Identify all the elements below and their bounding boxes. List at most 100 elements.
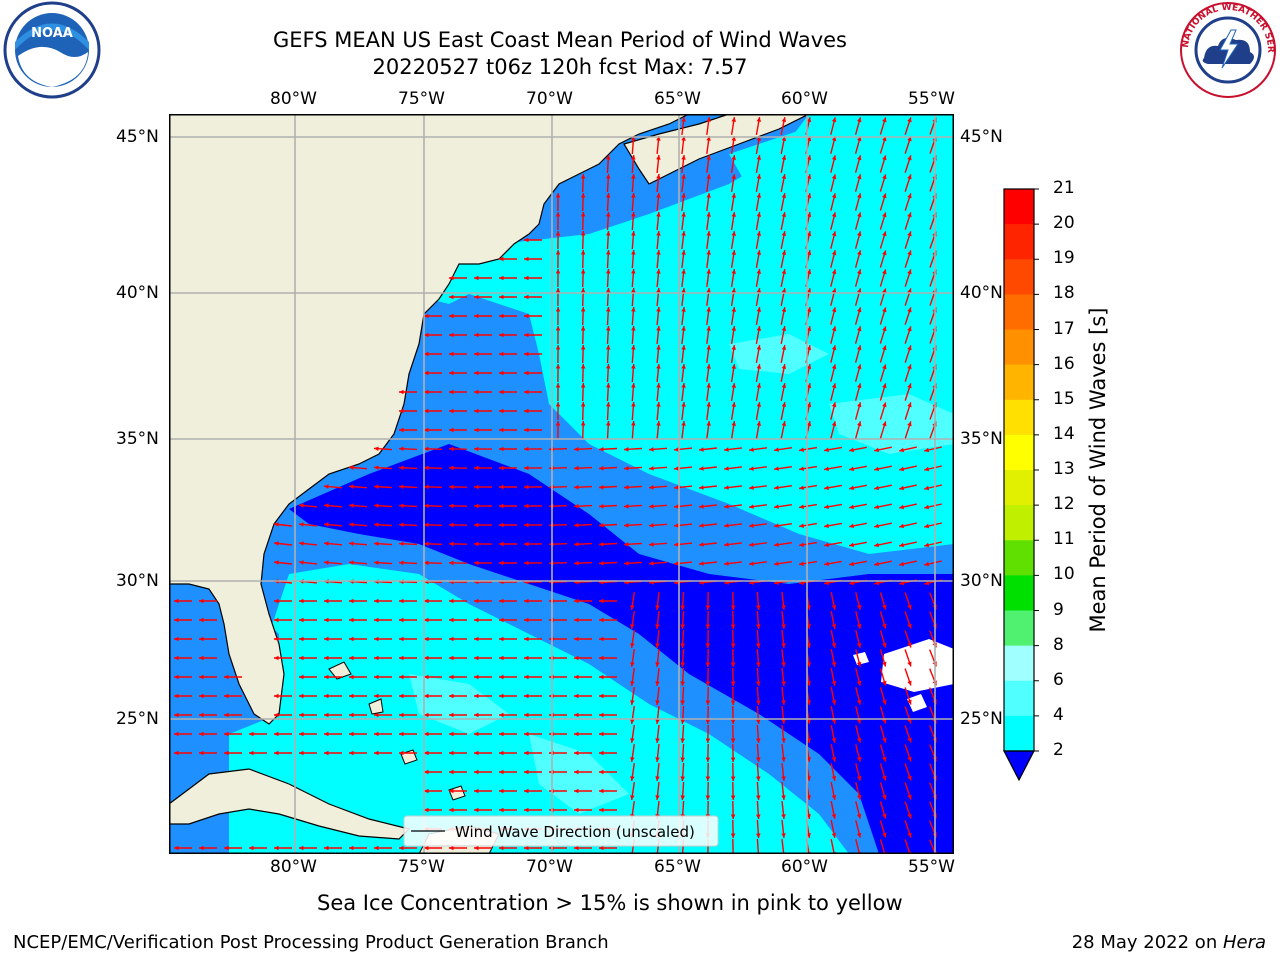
wind-arrow-head: [799, 523, 804, 528]
wind-arrow-head: [524, 256, 529, 262]
wind-arrow-head: [781, 288, 787, 293]
wind-arrow-head: [524, 503, 529, 509]
wind-arrow-head: [655, 643, 660, 648]
wind-arrow-head: [749, 504, 754, 509]
wind-arrow-head: [756, 700, 761, 705]
wind-arrow-head: [649, 485, 654, 490]
wind-arrow-head: [249, 845, 254, 851]
wind-arrow-head: [907, 775, 912, 781]
wind-arrow-head: [399, 503, 404, 508]
wind-arrow-head: [681, 212, 686, 217]
wind-arrow-head: [199, 712, 204, 718]
footer-branch: NCEP/EMC/Verification Post Processing Pr…: [13, 932, 609, 953]
wind-arrow-head: [424, 370, 429, 376]
wind-arrow-head: [882, 775, 887, 781]
wind-arrow-head: [324, 541, 329, 546]
wind-arrow-head: [249, 750, 254, 756]
wind-arrow-head: [524, 712, 529, 718]
wind-arrow-head: [374, 598, 379, 604]
wind-arrow-head: [299, 712, 304, 718]
wind-arrow-head: [630, 719, 635, 724]
wind-arrow-head: [606, 345, 611, 350]
wind-arrow-head: [599, 712, 604, 718]
wind-arrow-head: [731, 117, 736, 122]
wind-arrow-head: [499, 788, 504, 794]
wind-arrow-head: [424, 598, 429, 604]
wind-arrow-head: [449, 788, 454, 794]
colorbar-tick-label: 11: [1053, 529, 1075, 550]
wind-arrow-head: [349, 560, 354, 565]
lat-label-right-45n: 45°N: [960, 127, 1003, 147]
wind-arrow-head: [756, 681, 761, 686]
wind-arrow-head: [681, 288, 686, 293]
wind-arrow-head: [882, 155, 887, 161]
wind-arrow-head: [349, 484, 354, 489]
wind-arrow-head: [781, 681, 786, 686]
wind-arrow-head: [524, 370, 529, 376]
wind-arrow-head: [907, 231, 912, 237]
wind-arrow-head: [399, 465, 404, 470]
wind-arrow-head: [799, 542, 804, 547]
wind-arrow-head: [681, 193, 686, 198]
land-bahamas: [328, 661, 466, 801]
wind-arrow-head: [907, 383, 912, 389]
wind-arrow-head: [224, 674, 229, 680]
wind-arrow-head: [606, 383, 611, 388]
wind-arrow-head: [474, 275, 479, 281]
wind-arrow-head: [849, 447, 854, 453]
wind-arrow-head: [649, 504, 654, 509]
wind-arrow-head: [630, 662, 635, 667]
wind-arrow-head: [656, 250, 661, 255]
wind-arrow-head: [799, 485, 804, 490]
wind-arrow-head: [299, 598, 304, 604]
wind-arrow-head: [174, 655, 179, 661]
wind-arrow-head: [655, 700, 660, 705]
wind-arrow-head: [449, 712, 454, 718]
lat-label-right-30n: 30°N: [960, 571, 1003, 591]
wind-arrow-head: [631, 364, 636, 369]
wind-arrow-head: [856, 642, 862, 648]
wind-arrow-head: [882, 794, 887, 800]
wind-arrow-head: [831, 117, 837, 123]
wind-arrow-head: [731, 288, 736, 293]
wind-arrow-head: [606, 269, 611, 274]
wind-arrow-head: [882, 212, 887, 218]
wind-arrow-head: [631, 174, 636, 179]
wind-arrow-head: [681, 383, 686, 388]
wind-arrow-head: [730, 738, 736, 743]
wind-arrow-head: [731, 193, 736, 198]
wind-arrow-head: [474, 389, 479, 395]
wind-arrow-head: [699, 542, 704, 547]
wind-arrow-head: [606, 421, 611, 426]
wind-arrow-head: [349, 522, 354, 527]
wind-arrow-head: [474, 541, 479, 547]
wind-arrow-head: [499, 750, 504, 756]
wind-arrow-head: [499, 712, 504, 718]
wind-arrow-head: [680, 643, 685, 648]
wind-arrow-head: [630, 757, 635, 762]
wind-arrow-head: [781, 814, 786, 819]
wind-arrow-head: [882, 604, 887, 610]
wind-arrow-head: [574, 655, 579, 661]
wind-arrow-head: [831, 700, 837, 705]
wind-arrow-head: [706, 117, 711, 122]
wind-arrow: [756, 838, 760, 854]
colorbar-segment: [1004, 329, 1034, 366]
wind-arrow-head: [824, 466, 829, 471]
wind-arrow-head: [424, 769, 429, 775]
wind-arrow-head: [899, 523, 904, 529]
wind-arrow-head: [349, 750, 354, 756]
wind-arrow-head: [781, 212, 787, 217]
wind-arrow-head: [474, 370, 479, 376]
wind-arrow-head: [174, 731, 179, 737]
wind-arrow-head: [580, 326, 586, 331]
wind-arrow-head: [449, 655, 454, 661]
wind-arrow-head: [874, 485, 879, 491]
wind-arrow-head: [781, 269, 787, 274]
colorbar-segment: [1004, 575, 1034, 611]
wind-arrow-head: [224, 712, 229, 718]
colorbar-tick-label: 21: [1053, 178, 1075, 198]
wind-arrow-head: [806, 383, 812, 389]
wind-arrow-head: [449, 674, 454, 680]
wind-arrow-head: [756, 193, 762, 198]
